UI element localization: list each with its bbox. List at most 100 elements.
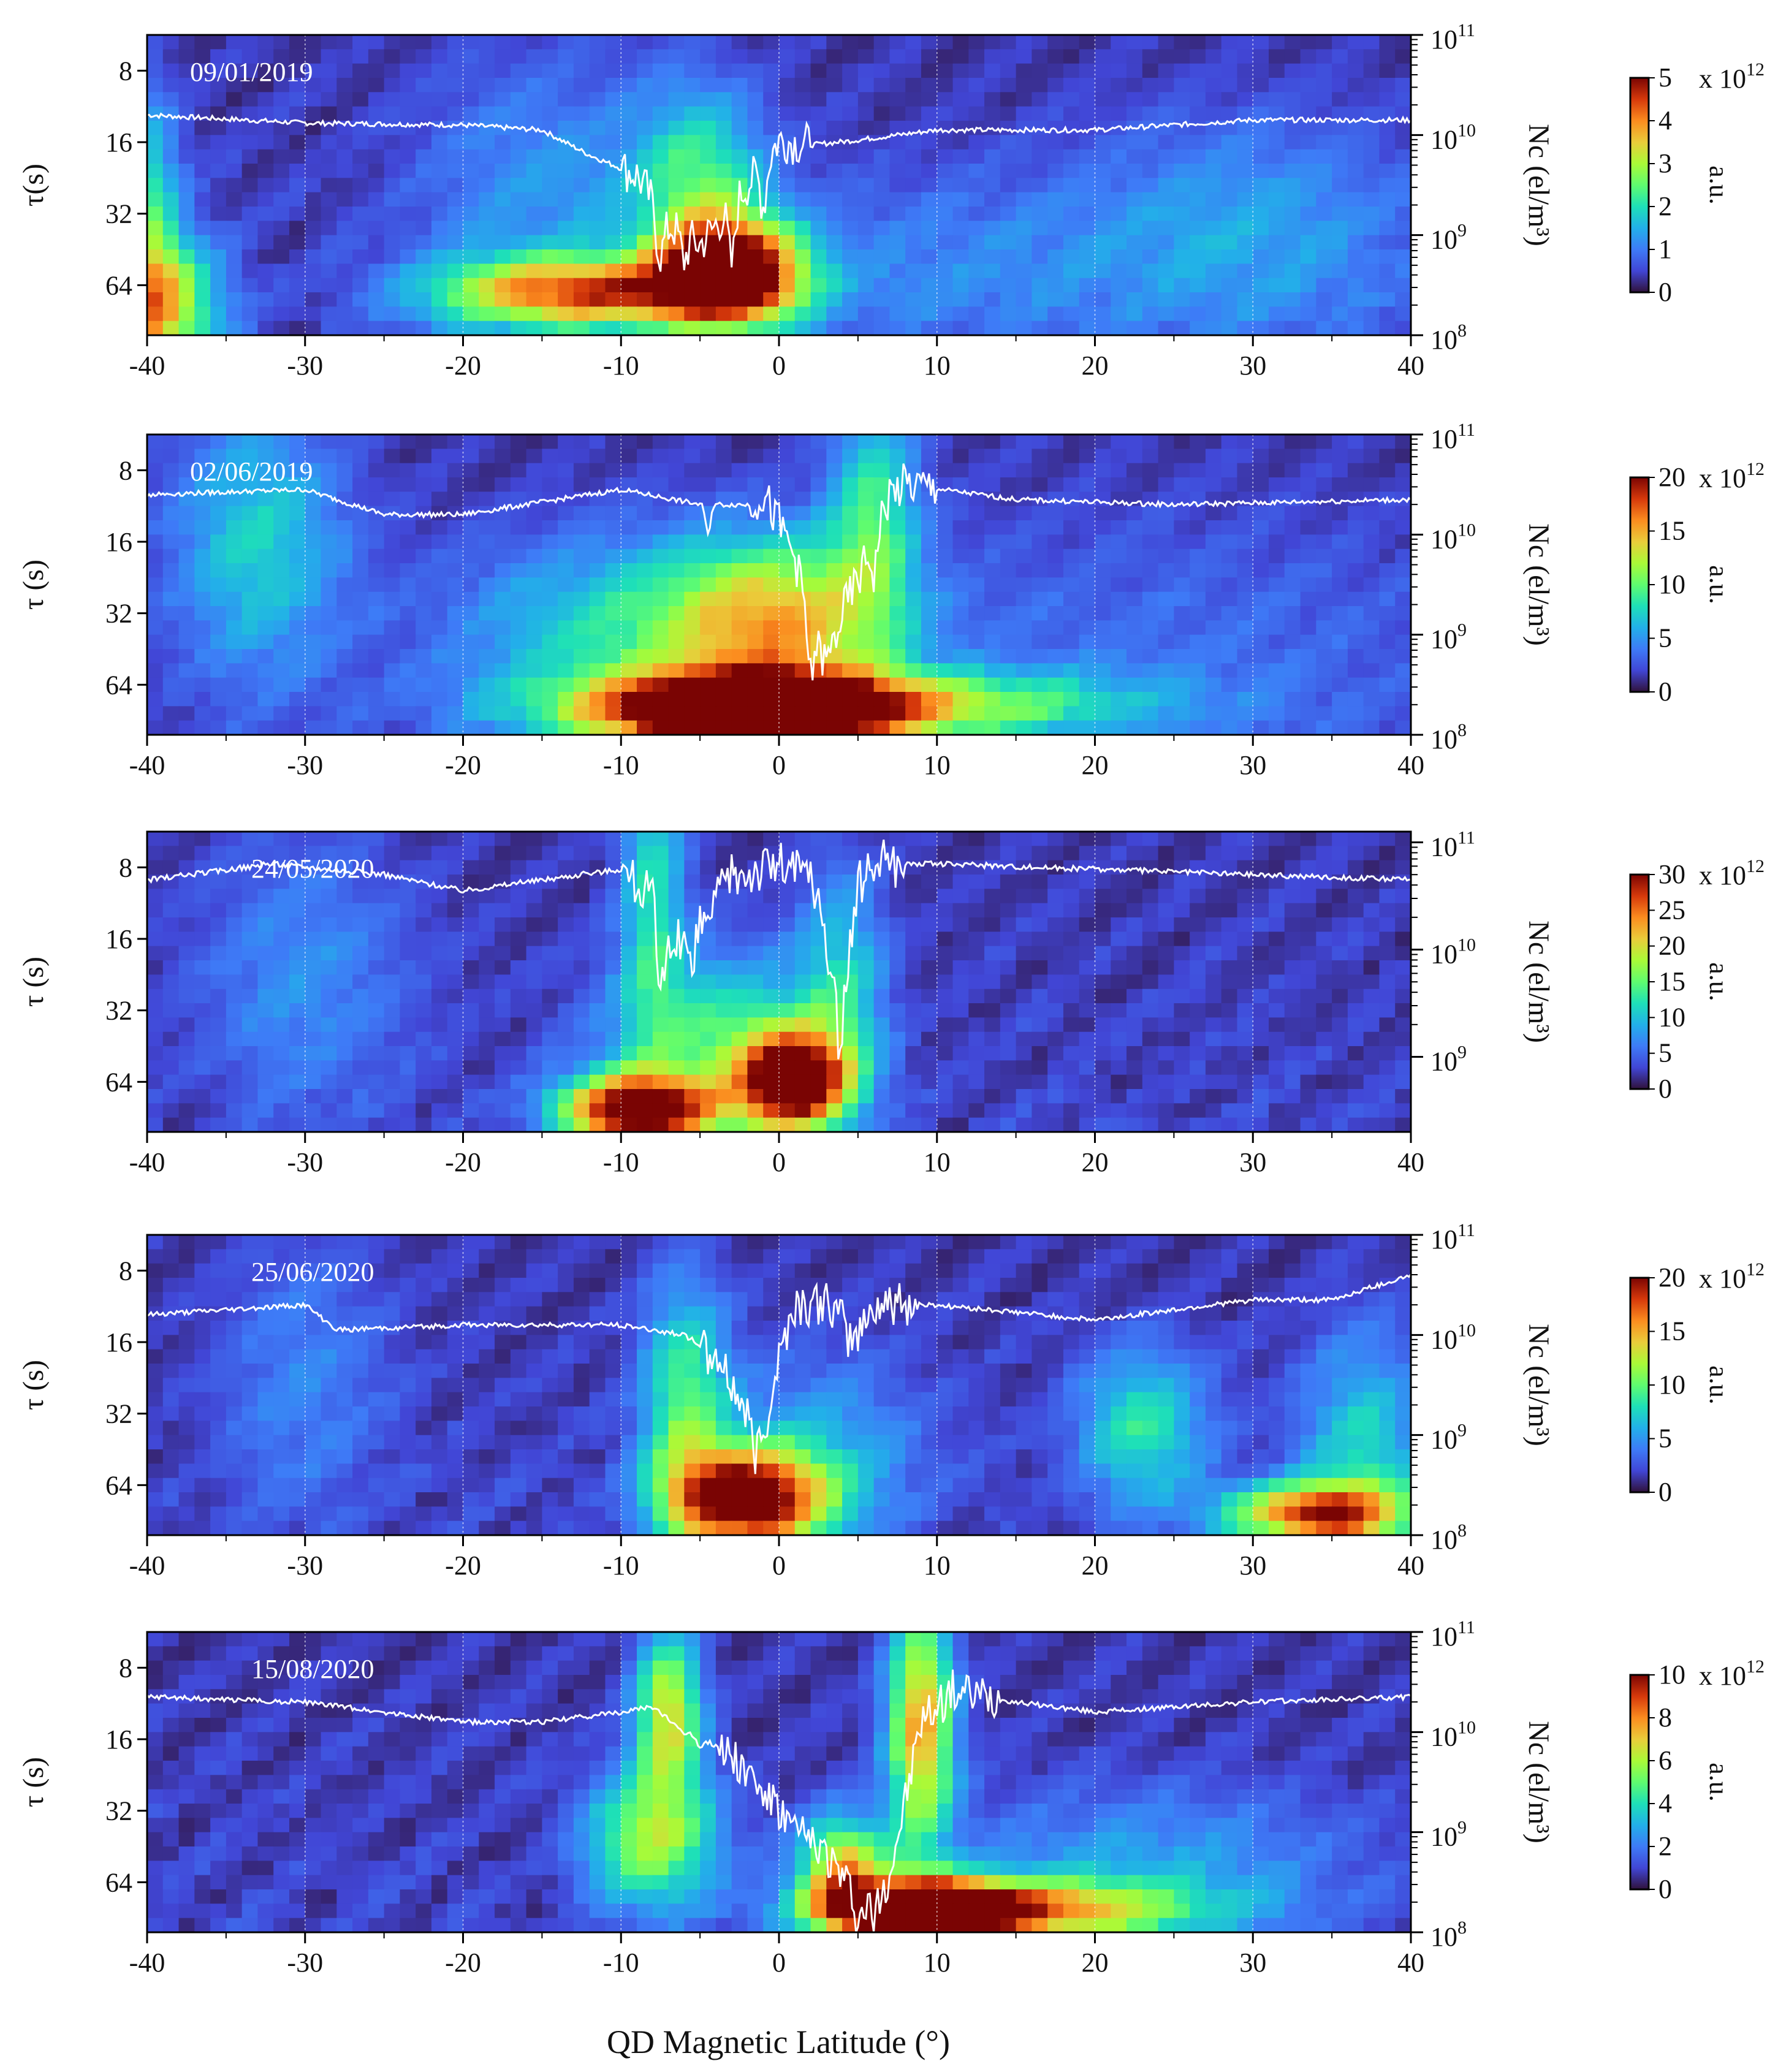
heatmap-cell xyxy=(495,92,511,107)
heatmap-cell xyxy=(715,534,732,550)
heatmap-cell xyxy=(1190,506,1206,521)
heatmap-cell xyxy=(1300,178,1317,193)
heatmap-cell xyxy=(368,620,385,636)
heatmap-cell xyxy=(368,1017,385,1033)
heatmap-cell xyxy=(684,164,701,179)
heatmap-cell xyxy=(826,903,843,918)
heatmap-cell xyxy=(1205,889,1222,904)
heatmap-cell xyxy=(857,1031,875,1047)
heatmap-cell xyxy=(1190,606,1206,621)
heatmap-cell xyxy=(510,278,527,293)
heatmap-cell xyxy=(336,506,353,521)
heatmap-cell xyxy=(1269,192,1285,207)
heatmap-cell xyxy=(194,221,211,236)
heatmap-cell xyxy=(558,249,574,265)
heatmap-cell xyxy=(921,534,938,550)
heatmap-cell xyxy=(1253,1017,1269,1033)
heatmap-cell xyxy=(1253,63,1269,78)
heatmap-cell xyxy=(779,634,796,650)
heatmap-cell xyxy=(1000,946,1017,961)
heatmap-cell xyxy=(1095,78,1112,93)
heatmap-cell xyxy=(384,974,401,990)
heatmap-cell xyxy=(905,548,922,564)
heatmap-cell xyxy=(921,292,938,308)
heatmap-cell xyxy=(621,1031,637,1047)
heatmap-cell xyxy=(1174,449,1190,464)
heatmap-cell xyxy=(1395,649,1411,664)
heatmap-cell xyxy=(463,264,480,279)
heatmap-cell xyxy=(542,1060,558,1076)
heatmap-cell xyxy=(1300,677,1317,693)
heatmap-cell xyxy=(921,106,938,121)
heatmap-cell xyxy=(273,946,290,961)
heatmap-cell xyxy=(1221,1074,1238,1090)
heatmap-cell xyxy=(1158,520,1175,536)
heatmap-cell xyxy=(305,435,322,450)
heatmap-cell xyxy=(779,35,796,50)
heatmap-cell xyxy=(241,92,259,107)
heatmap-cell xyxy=(842,692,859,707)
heatmap-cell xyxy=(368,63,385,78)
heatmap-cell xyxy=(1095,264,1112,279)
heatmap-cell xyxy=(416,235,432,250)
heatmap-cell xyxy=(147,35,164,50)
heatmap-cell xyxy=(1000,960,1017,976)
heatmap-cell xyxy=(1016,1017,1033,1033)
heatmap-cell xyxy=(936,49,954,64)
heatmap-cell xyxy=(1063,889,1080,904)
heatmap-cell xyxy=(162,677,180,693)
colorbar-tick-label: 1 xyxy=(1658,234,1672,264)
heatmap-cell xyxy=(336,634,353,650)
heatmap-cell xyxy=(1158,932,1175,947)
heatmap-cell xyxy=(984,135,1001,150)
heatmap-cell xyxy=(352,917,369,933)
heatmap-cell xyxy=(952,63,970,78)
heatmap-cell xyxy=(1142,832,1159,847)
heatmap-cell xyxy=(1158,1017,1175,1033)
heatmap-cell xyxy=(495,192,511,207)
heatmap-cell xyxy=(573,78,590,93)
heatmap-cell xyxy=(857,846,875,861)
heatmap-cell xyxy=(368,435,385,450)
heatmap-cell xyxy=(747,491,764,507)
heatmap-cell xyxy=(384,164,401,179)
heatmap-cell xyxy=(384,477,401,493)
heatmap-cell xyxy=(826,221,843,236)
heatmap-cell xyxy=(605,221,622,236)
heatmap-cell xyxy=(147,164,164,179)
heatmap-cell xyxy=(400,63,416,78)
heatmap-cell xyxy=(210,178,227,193)
heatmap-cell xyxy=(857,449,875,464)
heatmap-cell xyxy=(526,192,543,207)
heatmap-cell xyxy=(526,92,543,107)
heatmap-cell xyxy=(463,606,480,621)
heatmap-cell xyxy=(715,63,732,78)
heatmap-cell xyxy=(1332,306,1348,322)
heatmap-cell xyxy=(668,989,685,1004)
heatmap-cell xyxy=(1126,548,1143,564)
heatmap-cell xyxy=(637,946,653,961)
heatmap-cell xyxy=(1095,221,1112,236)
heatmap-cell xyxy=(573,106,590,121)
heatmap-cell xyxy=(731,974,748,990)
heatmap-cell xyxy=(1347,1031,1364,1047)
heatmap-cell xyxy=(1205,178,1222,193)
heatmap-cell xyxy=(289,563,306,579)
heatmap-cell xyxy=(336,106,353,121)
heatmap-cell xyxy=(400,35,416,50)
heatmap-cell xyxy=(826,435,843,450)
heatmap-cell xyxy=(305,649,322,664)
heatmap-cell xyxy=(273,1046,290,1061)
heatmap-cell xyxy=(241,548,259,564)
heatmap-cell xyxy=(1284,1060,1301,1076)
heatmap-cell xyxy=(936,960,954,976)
heatmap-cell xyxy=(936,932,954,947)
heatmap-cell xyxy=(889,506,906,521)
heatmap-cell xyxy=(194,178,211,193)
heatmap-cell xyxy=(905,663,922,678)
heatmap-cell xyxy=(668,449,685,464)
heatmap-cell xyxy=(1174,974,1190,990)
heatmap-cell xyxy=(558,207,574,222)
heatmap-cell xyxy=(731,520,748,536)
heatmap-cell xyxy=(1016,960,1033,976)
